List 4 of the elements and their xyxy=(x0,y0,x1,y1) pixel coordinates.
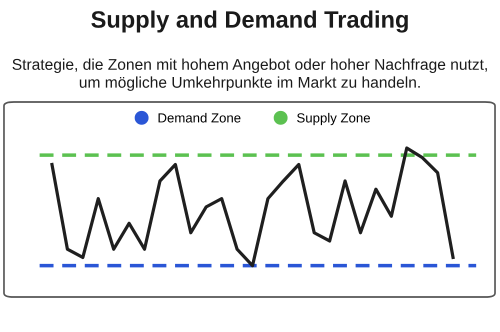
chart-subtitle: Strategie, die Zonen mit hohem Angebot oder hoher Nachfrage nutzt, um mögliche Umkehrpunkte im Markt zu handeln. xyxy=(12,58,487,91)
legend-label: Demand Zone xyxy=(158,112,240,123)
chart-title: Supply and Demand Trading xyxy=(91,10,408,33)
legend-label: Supply Zone xyxy=(297,112,370,126)
